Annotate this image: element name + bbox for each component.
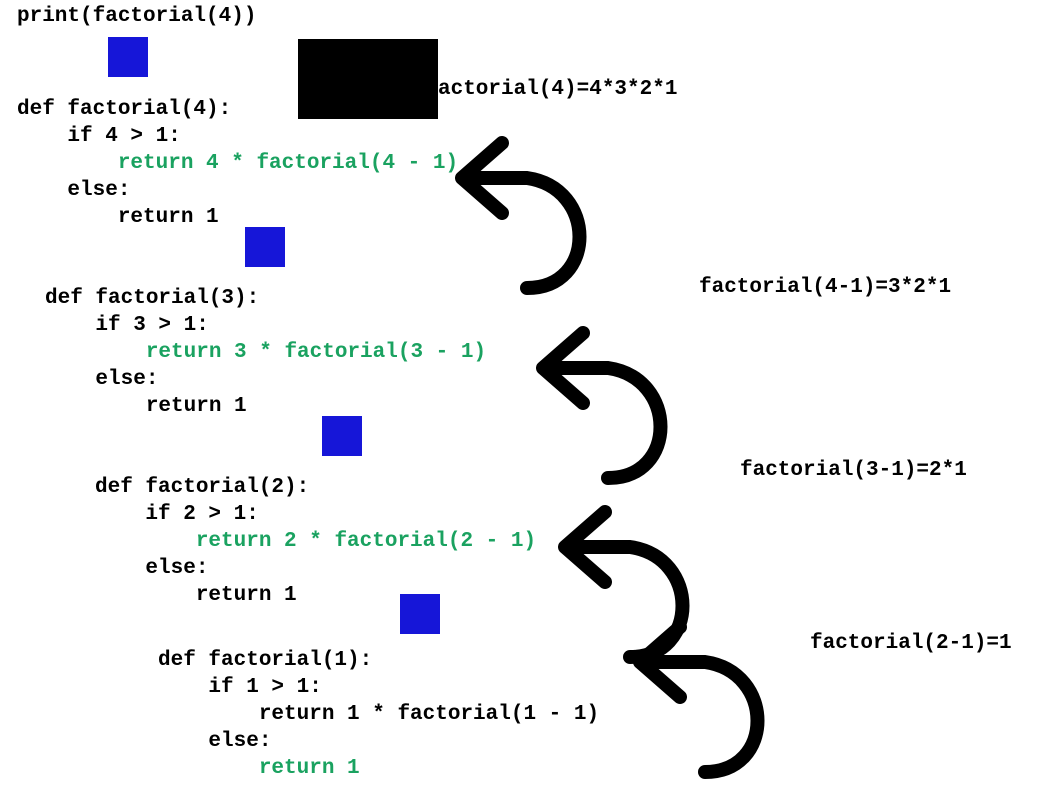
black-box [298,39,438,119]
return-arrow-icon [630,602,790,792]
code-f2-if: if 2 > 1: [95,503,259,526]
code-f3-ret1: return 1 [45,395,247,418]
code-f4-else: else: [17,179,130,202]
code-f4-return: return 4 * factorial(4 - 1) [17,152,458,175]
code-f3-return: return 3 * factorial(3 - 1) [45,341,486,364]
code-f1-return: return 1 * factorial(1 - 1) [158,703,599,726]
code-f1-ret1: return 1 [158,757,360,780]
annotation-f2: factorial(3-1)=2*1 [740,459,967,482]
return-arrow-icon [452,118,612,308]
code-print: print(factorial(4)) [17,5,256,28]
code-f2-def: def factorial(2): [95,476,309,499]
annotation-f3: factorial(4-1)=3*2*1 [699,276,951,299]
code-f3-else: else: [45,368,158,391]
code-f2-ret1: return 1 [95,584,297,607]
code-f3-def: def factorial(3): [45,287,259,310]
code-f1-if: if 1 > 1: [158,676,322,699]
annotation-f4: actorial(4)=4*3*2*1 [438,78,677,101]
code-f1-def: def factorial(1): [158,649,372,672]
code-f1-else: else: [158,730,271,753]
code-f4-def: def factorial(4): [17,98,231,121]
code-f2-else: else: [95,557,208,580]
annotation-f1: factorial(2-1)=1 [810,632,1012,655]
code-f3-if: if 3 > 1: [45,314,209,337]
blue-box-2 [245,227,285,267]
code-f4-if: if 4 > 1: [17,125,181,148]
blue-box-3 [322,416,362,456]
code-f4-ret1: return 1 [17,206,219,229]
return-arrow-icon [533,308,693,498]
blue-box-1 [108,37,148,77]
blue-box-4 [400,594,440,634]
code-f2-return: return 2 * factorial(2 - 1) [95,530,536,553]
